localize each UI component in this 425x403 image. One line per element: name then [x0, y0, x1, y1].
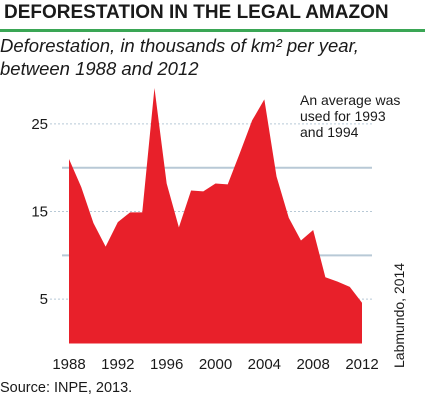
x-tick-labels: 1988 1992 1996 2000 2004 2008 2012 [52, 356, 378, 373]
y-tick-label-15: 15 [31, 204, 48, 221]
annotation-line-1: An average was [300, 92, 400, 108]
x-tick-label-1988: 1988 [52, 356, 85, 373]
x-tick-label-2012: 2012 [345, 356, 378, 373]
annotation-line-3: and 1994 [300, 124, 359, 140]
title-underline [0, 29, 425, 32]
x-tick-label-2008: 2008 [296, 356, 329, 373]
x-tick-label-2004: 2004 [248, 356, 281, 373]
credit-label: Labmundo, 2014 [391, 262, 407, 368]
annotation-line-2: used for 1993 [300, 108, 386, 124]
deforestation-area [69, 88, 362, 343]
subtitle-line-1: Deforestation, in thousands of km² per y… [0, 35, 359, 56]
source-note: Source: INPE, 2013. [0, 380, 133, 396]
chart-subtitle: Deforestation, in thousands of km² per y… [0, 34, 359, 80]
y-tick-label-25: 25 [31, 116, 48, 133]
subtitle-line-2: between 1988 and 2012 [0, 58, 199, 79]
x-tick-label-2000: 2000 [199, 356, 232, 373]
y-tick-label-5: 5 [40, 291, 48, 308]
y-tick-labels: 5 15 25 [31, 116, 48, 308]
chart-title: DEFORESTATION IN THE LEGAL AMAZON [4, 2, 389, 23]
x-tick-label-1996: 1996 [150, 356, 183, 373]
x-tick-label-1992: 1992 [101, 356, 134, 373]
